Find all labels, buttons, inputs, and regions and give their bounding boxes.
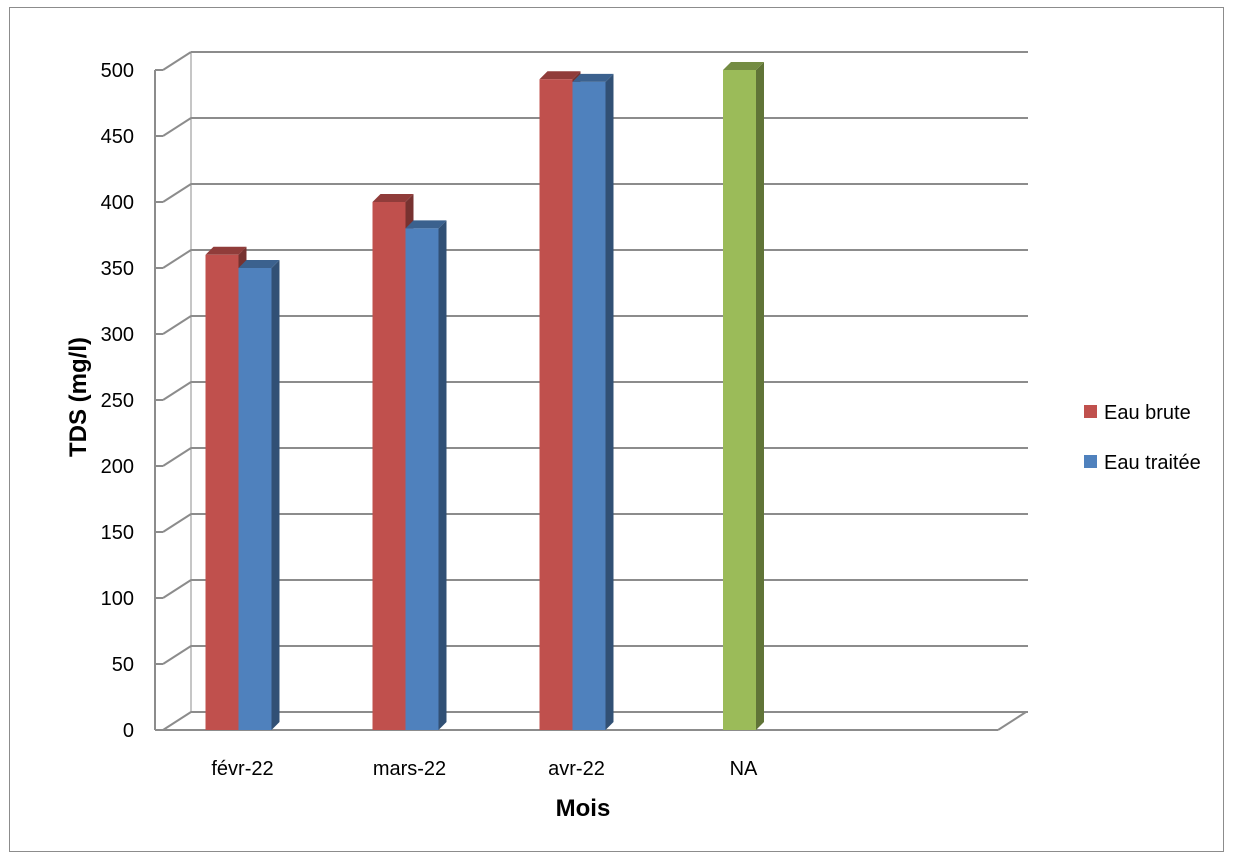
y-axis-title: TDS (mg/l) [65,337,92,457]
floor-right-edge [997,711,1027,731]
side-wall-line [162,711,192,731]
bar-top [238,260,280,268]
side-wall-line [162,381,192,401]
y-tick-label: 100 [101,588,134,610]
bar-side [605,73,614,730]
legend-swatch-eau-brute [1084,405,1097,418]
y-tick-label: 0 [123,720,134,742]
bar [238,260,280,730]
legend-swatch-eau-traitee [1084,455,1097,468]
x-tick-label: mars-22 [373,758,446,780]
side-wall-line [162,513,192,533]
bar-front [572,81,606,730]
side-wall-line [162,645,192,665]
x-tick-labels: févr-22 mars-22 avr-22 NA [211,758,758,780]
side-wall-line [162,183,192,203]
x-tick-label: NA [730,758,758,780]
bar-top [539,71,581,80]
y-tick-label: 350 [101,258,134,280]
y-tick-label: 500 [101,60,134,82]
chart-frame [9,7,1224,852]
legend-label-eau-brute: Eau brute [1104,402,1191,424]
bar [405,220,447,730]
bar-front [539,79,573,731]
bar-side [756,62,764,730]
bars [205,62,764,731]
bar-front [405,228,439,730]
side-wall-line [162,51,192,71]
side-wall-line [162,447,192,467]
x-axis-title: Mois [556,795,611,822]
y-tick-label: 250 [101,390,134,412]
legend-label-eau-traitee: Eau traitée [1104,452,1201,474]
y-tick-label: 50 [112,654,134,676]
side-wall-line [162,249,192,269]
bar-front [723,70,756,730]
side-wall-line [162,579,192,599]
bar-top [572,73,614,82]
y-tick-label: 450 [101,126,134,148]
y-tick-label: 300 [101,324,134,346]
bar [723,62,764,730]
side-wall-line [162,315,192,335]
bar-side [438,220,447,730]
x-tick-label: avr-22 [548,758,605,780]
bar-front [238,268,272,730]
bar [572,73,614,730]
bar-top [372,194,414,202]
bar-front [205,254,239,731]
bar-top [723,62,764,70]
y-tick-labels: 0 50 100 150 200 250 300 350 400 450 500 [101,60,134,742]
y-tick-label: 400 [101,192,134,214]
bar-top [405,220,447,229]
bar-side [271,260,280,730]
bar-front [372,202,406,730]
x-tick-label: févr-22 [211,758,273,780]
y-tick-label: 200 [101,456,134,478]
y-tick-label: 150 [101,522,134,544]
side-wall-line [162,117,192,137]
bar-top [205,246,247,255]
legend: Eau brute Eau traitée [1084,402,1201,474]
